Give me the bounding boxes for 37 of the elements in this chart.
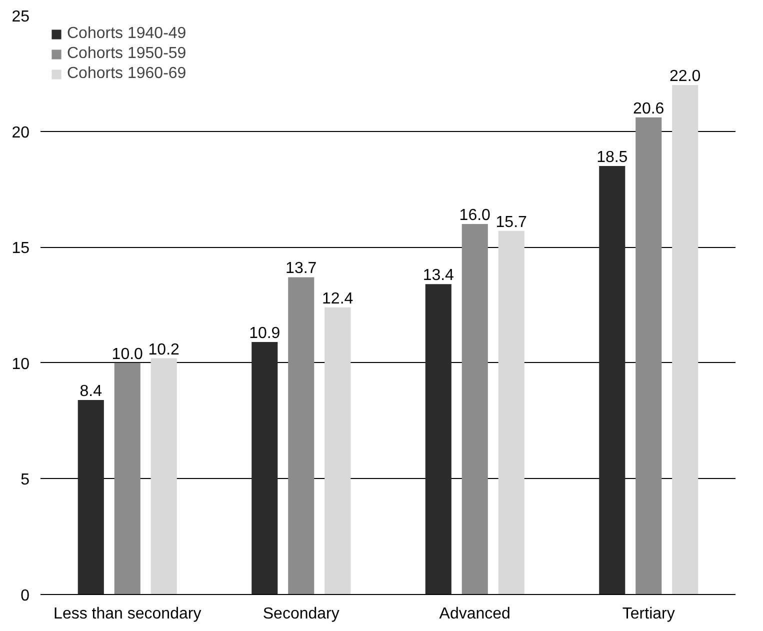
legend-label: Cohorts 1960-69 (67, 65, 186, 83)
x-tick-label: Less than secondary (54, 606, 202, 622)
bar (462, 224, 488, 594)
data-label: 15.7 (496, 214, 528, 231)
y-tick-label: 0 (20, 588, 30, 604)
x-tick-label: Secondary (262, 606, 340, 622)
data-label: 13.7 (286, 260, 317, 278)
bar (150, 358, 177, 594)
bar (78, 400, 104, 594)
x-tick-label: Tertiary (622, 606, 675, 622)
y-tick-label: 5 (20, 472, 30, 489)
bar (114, 362, 140, 594)
y-tick-label: 25 (12, 8, 30, 26)
data-label: 16.0 (459, 206, 491, 224)
data-label: 13.4 (422, 267, 454, 284)
y-tick-label: 15 (12, 240, 30, 258)
legend-label: Cohorts 1950-59 (67, 45, 186, 63)
data-label: 18.5 (596, 149, 628, 166)
y-tick-label: 10 (12, 356, 30, 373)
y-tick-label: 20 (12, 124, 30, 142)
data-label: 22.0 (670, 68, 701, 85)
data-label: 20.6 (633, 100, 664, 118)
bar (672, 84, 698, 594)
data-label: 8.4 (80, 382, 102, 400)
data-label: 10.0 (112, 346, 144, 363)
bar (324, 307, 351, 594)
bar (288, 277, 314, 594)
bar (252, 342, 278, 594)
data-label: 10.9 (249, 325, 280, 342)
bar (636, 117, 662, 594)
bar (425, 284, 452, 594)
bar (498, 230, 524, 594)
data-label: 10.2 (148, 341, 180, 358)
data-label: 12.4 (322, 290, 354, 308)
x-tick-label: Advanced (439, 606, 510, 622)
legend-label: Cohorts 1940-49 (67, 25, 186, 43)
bar (599, 166, 626, 594)
